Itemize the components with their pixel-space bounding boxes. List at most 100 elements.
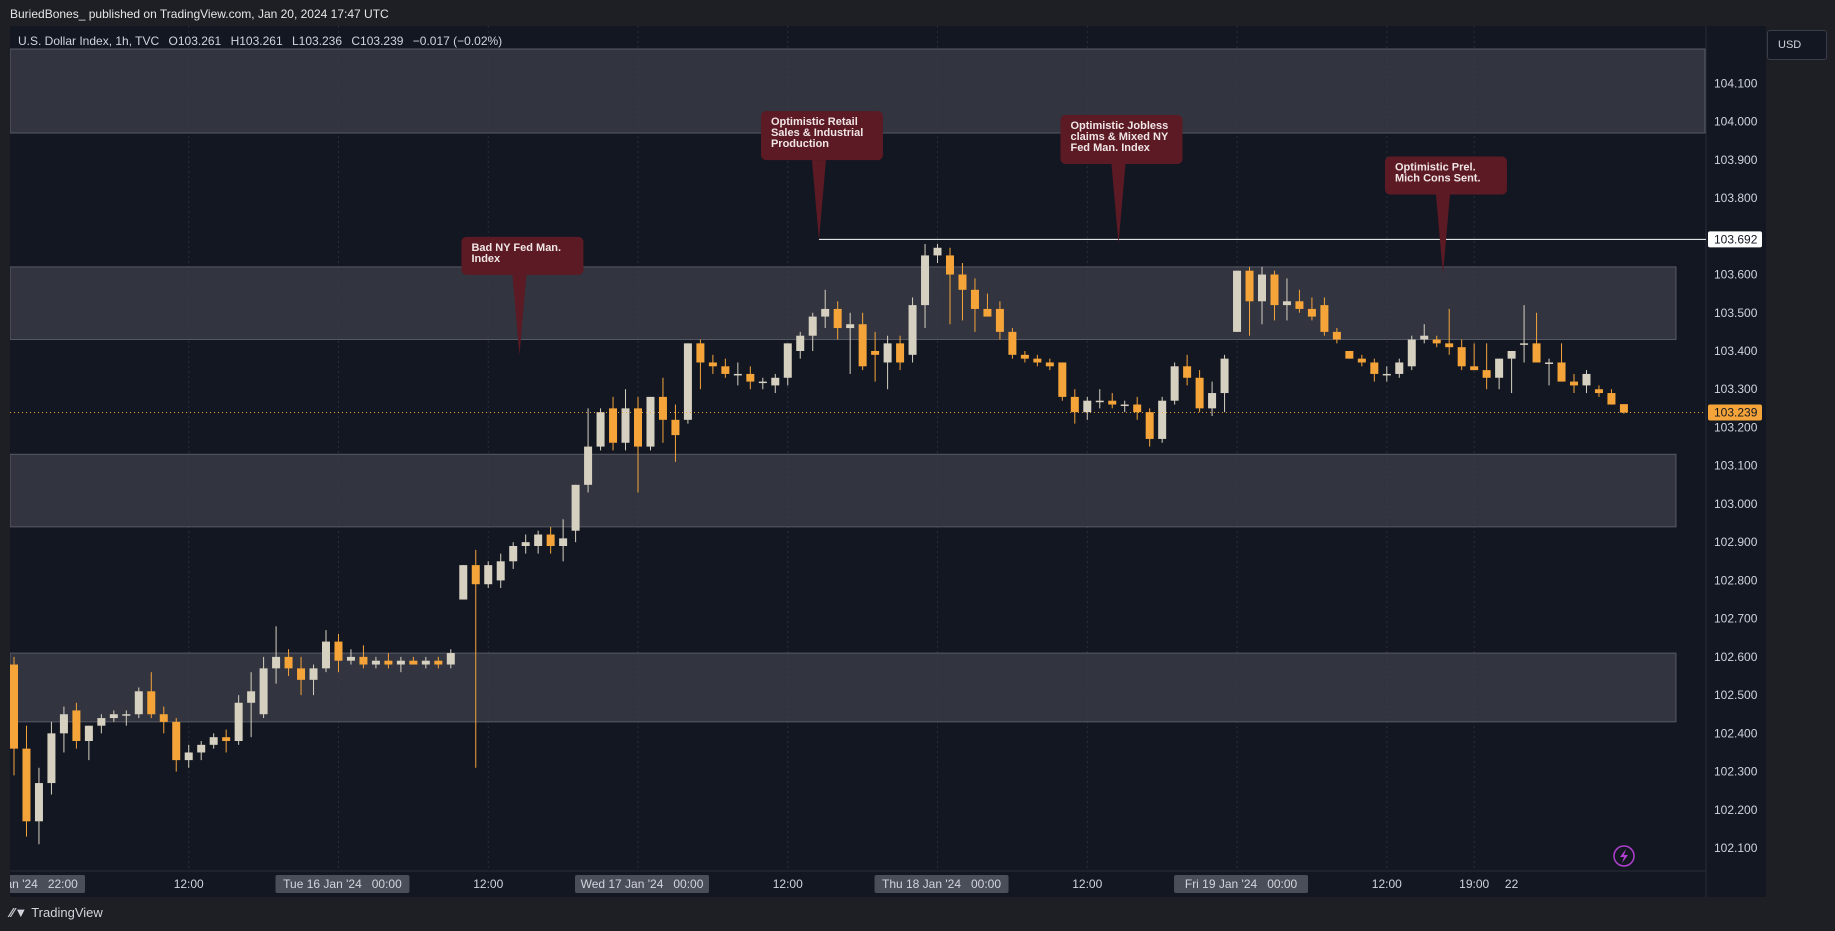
candle-body bbox=[821, 308, 830, 317]
candle-body bbox=[621, 408, 630, 443]
candle-body bbox=[671, 419, 680, 436]
candle-body bbox=[995, 308, 1004, 332]
annotation-text: Sales & Industrial bbox=[771, 127, 863, 139]
candle-body bbox=[471, 565, 480, 585]
candle-body bbox=[1570, 381, 1578, 386]
candle-body bbox=[1545, 362, 1554, 364]
candle-body bbox=[1133, 404, 1142, 413]
candle-body bbox=[1432, 339, 1441, 344]
tradingview-brand: TradingView bbox=[31, 905, 103, 920]
candle-body bbox=[1557, 362, 1566, 382]
y-tick-label: 103.300 bbox=[1714, 382, 1758, 396]
change-value: −0.017 (−0.02%) bbox=[412, 34, 503, 48]
candle-body bbox=[409, 660, 418, 665]
candle-body bbox=[1120, 404, 1129, 407]
candle-body bbox=[1033, 358, 1042, 363]
candle-body bbox=[946, 255, 954, 275]
candle-body bbox=[359, 656, 368, 665]
high-price-tag bbox=[1708, 231, 1762, 248]
candle-body bbox=[159, 714, 168, 722]
x-tick-label: Thu 18 Jan '24 00:00 bbox=[882, 877, 1001, 891]
x-tick-label: Wed 17 Jan '24 00:00 bbox=[581, 877, 704, 891]
lightning-icon[interactable] bbox=[1613, 845, 1635, 867]
y-tick-label: 102.100 bbox=[1714, 841, 1758, 855]
x-tick-label: 19:00 bbox=[1459, 877, 1489, 891]
y-tick-label: 102.800 bbox=[1714, 573, 1758, 587]
candle-body bbox=[97, 718, 106, 726]
candle-body bbox=[796, 335, 805, 351]
annotation-pointer bbox=[1111, 163, 1126, 244]
price-chart[interactable]: 104.100104.000103.900103.800103.700103.6… bbox=[10, 26, 1766, 897]
candle-body bbox=[346, 656, 355, 661]
candle-body bbox=[197, 744, 206, 753]
candle-body bbox=[534, 534, 543, 546]
chart-frame[interactable]: 104.100104.000103.900103.800103.700103.6… bbox=[10, 26, 1766, 897]
candle-body bbox=[222, 737, 231, 741]
candle-body bbox=[10, 664, 18, 749]
x-tick-label: Tue 16 Jan '24 00:00 bbox=[283, 877, 402, 891]
candle-body bbox=[1370, 362, 1379, 374]
annotation-text: claims & Mixed NY bbox=[1070, 131, 1168, 143]
annotation-text: Optimistic Prel. bbox=[1395, 162, 1476, 174]
candle-body bbox=[883, 343, 892, 363]
candle-body bbox=[1008, 331, 1017, 355]
candle-body bbox=[1208, 393, 1217, 409]
candle-body bbox=[658, 396, 667, 420]
candle-body bbox=[1158, 400, 1167, 439]
candle-body bbox=[1295, 301, 1304, 309]
y-tick-label: 103.100 bbox=[1714, 459, 1758, 473]
candle-body bbox=[1045, 362, 1054, 367]
candle-body bbox=[1619, 404, 1628, 413]
candle-body bbox=[733, 373, 742, 376]
symbol-label[interactable]: U.S. Dollar Index, 1h, TVC bbox=[18, 34, 160, 48]
annotation-text: Optimistic Jobless bbox=[1070, 120, 1168, 132]
candle-body bbox=[1457, 347, 1466, 367]
high-value: H103.261 bbox=[230, 34, 283, 48]
candle-body bbox=[1245, 270, 1254, 302]
x-tick-highlight bbox=[10, 875, 85, 893]
annotation-text: Fed Man. Index bbox=[1070, 142, 1150, 154]
candle-body bbox=[184, 752, 193, 761]
candle-body bbox=[334, 641, 343, 661]
annotation-text: Optimistic Retail bbox=[771, 116, 858, 128]
annotation-box bbox=[760, 111, 883, 161]
candle-body bbox=[47, 733, 56, 784]
low-value: L103.236 bbox=[291, 34, 343, 48]
x-tick-label: 12:00 bbox=[473, 877, 503, 891]
candle-body bbox=[1507, 351, 1516, 359]
candle-body bbox=[858, 324, 867, 367]
candle-body bbox=[446, 653, 455, 665]
candle-body bbox=[396, 660, 405, 665]
candle-body bbox=[896, 343, 905, 363]
x-tick-highlight bbox=[874, 875, 1009, 893]
x-tick-label: 22 bbox=[1505, 877, 1519, 891]
candle-body bbox=[1170, 366, 1179, 401]
candle-body bbox=[1445, 343, 1454, 348]
candle-body bbox=[571, 484, 580, 531]
candle-body bbox=[871, 351, 880, 355]
candle-body bbox=[134, 691, 143, 715]
y-tick-label: 104.000 bbox=[1714, 115, 1758, 129]
candle-body bbox=[1258, 274, 1266, 302]
y-tick-label: 102.600 bbox=[1714, 650, 1758, 664]
candle-body bbox=[1183, 366, 1192, 378]
price-axis bbox=[1706, 26, 1766, 897]
currency-button[interactable]: USD bbox=[1767, 30, 1827, 60]
candle-body bbox=[1582, 373, 1591, 386]
candle-body bbox=[1407, 339, 1416, 367]
candle-body bbox=[1095, 400, 1104, 403]
candle-body bbox=[1395, 362, 1404, 374]
candle-body bbox=[683, 343, 692, 420]
annotation-pointer bbox=[1435, 194, 1450, 275]
close-value: C103.239 bbox=[351, 34, 404, 48]
lightning-bolt-icon bbox=[1620, 849, 1628, 863]
candle-body bbox=[970, 289, 979, 309]
x-tick-label: 12:00 bbox=[773, 877, 803, 891]
candle-body bbox=[421, 660, 430, 665]
annotation-text: Production bbox=[771, 138, 829, 150]
candle-body bbox=[1357, 358, 1366, 363]
high-price-label: 103.692 bbox=[1714, 232, 1758, 246]
candle-body bbox=[34, 783, 43, 822]
candle-body bbox=[259, 668, 268, 715]
annotation-pointer bbox=[811, 160, 826, 241]
